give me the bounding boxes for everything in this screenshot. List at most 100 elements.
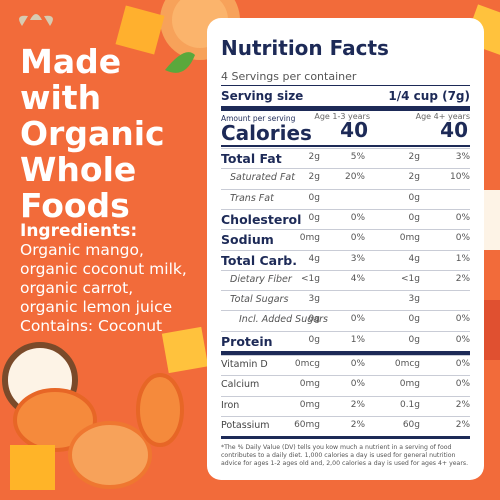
nutrient-name: Dietary Fiber [230,273,292,285]
serving-size: 1/4 cup (7g) [388,89,470,103]
headline-line: Made [20,42,122,81]
nutrient-value: 4g [408,253,420,264]
nutrient-row: Dietary Fiber <1g 4% <1g 2% [221,269,470,291]
nutrient-value: 0mg [299,233,320,244]
nutrient-value: 0% [350,233,365,244]
rule [221,85,470,86]
nutrient-value: 0% [455,334,470,345]
servings: 4 Servings per container [221,70,357,83]
nutrient-value: 60g [402,419,420,430]
headline-line: with [20,78,102,117]
nutrient-name: Iron [221,399,240,411]
nutrient-value: 10% [449,172,470,183]
nutrient-row: Iron 0mg 2% 0.1g 2% [221,395,470,417]
nutrient-value: 2g [308,152,320,162]
nutrient-value: 0mcg [394,359,420,369]
nutrient-value: 0% [350,314,365,325]
nutrient-value: 3% [455,152,470,162]
title: Nutrition Facts [221,36,389,60]
nutrient-value: 1% [455,253,470,264]
nutrient-row: Calcium 0mg 0% 0mg 0% [221,375,470,396]
nutrient-value: 0g [408,314,420,325]
nutrient-value: 0g [408,212,420,223]
nutrient-value: 0mg [299,399,320,410]
ingredient-line: organic carrot, [20,279,134,297]
ingredient-line: Organic mango, [20,241,144,259]
nutrient-name: Vitamin D [221,359,268,370]
nutrient-name: Saturated Fat [230,172,295,184]
nutrient-value: 3g [308,294,320,305]
nutrient-value: 0g [308,314,320,325]
nutrient-value: <1g [301,273,320,284]
nutrient-value: 3g [408,294,420,305]
nutrient-value: 1% [350,334,365,345]
nutrient-value: 0mcg [294,359,320,369]
nutrient-value: 20% [344,172,365,183]
nutrient-row: Total Carb. 4g 3% 4g 1% [221,249,470,271]
nutrient-value: 0% [350,379,365,390]
nutrient-value: 60mg [294,419,320,430]
age-group: Age 4+ years [415,112,470,121]
nutrient-value: 2% [455,399,470,410]
nutrient-name: Incl. Added Sugars [239,314,328,326]
nutrient-row: Total Sugars 3g 3g [221,290,470,311]
nutrient-name: Cholesterol [221,211,302,227]
nutrient-value: 0% [455,233,470,244]
nutrient-row: Saturated Fat 2g 20% 2g 10% [221,168,470,189]
nutrient-value: 2% [350,419,365,430]
ingredient-line: organic coconut milk, [20,260,187,278]
rule [221,106,470,111]
nutrient-row: Potassium 60mg 2% 60g 2% [221,415,470,437]
headline-line: Foods [20,186,130,225]
nutrient-value: 0g [308,212,320,223]
nutrient-value: 2g [408,152,420,162]
nutrient-value: 0.1g [399,399,420,410]
nutrient-row: Trans Fat 0g 0g [221,188,470,210]
age-group: Age 1-3 years [314,112,370,121]
nutrient-name: Total Sugars [230,294,289,306]
amount-per-serving: Amount per serving [221,114,296,123]
nutrient-value: 0% [455,359,470,369]
nutrient-value: 0% [455,314,470,325]
nutrient-value: 3% [350,253,365,264]
nutrient-name: Potassium [221,419,270,431]
nutrient-value: 2g [308,172,320,183]
contains: Contains: Coconut [20,317,163,335]
nutrient-value: 2% [455,273,470,284]
nutrient-value: <1g [401,273,420,284]
headline-line: Organic [20,114,165,153]
nutrient-value: 0g [308,192,320,203]
nutrient-row: Incl. Added Sugars 0g 0% 0g 0% [221,310,470,331]
rule [221,145,470,147]
headline-line: Whole [20,150,137,189]
nutrient-value: 2g [408,172,420,183]
footnote: *The % Daily Value (DV) tells you kow mu… [221,444,469,468]
nutrient-value: 0mg [299,379,320,390]
serving-size-label: Serving size [221,89,304,103]
nutrient-value: 0g [408,334,420,345]
nutrient-value: 0mg [399,379,420,390]
nutrient-row: Sodium 0mg 0% 0mg 0% [221,229,470,250]
rule [221,436,470,440]
calories: 40 [440,118,468,142]
nutrient-row: Total Fat 2g 5% 2g 3% [221,148,470,169]
calories: 40 [340,118,368,142]
nutrient-name: Trans Fat [230,192,274,204]
nutrient-name: Calcium [221,379,260,391]
nutrient-value: 0% [350,212,365,223]
nutrient-value: 0mg [399,233,420,244]
nutrient-name: Sodium [221,232,274,248]
nutrient-row: Vitamin D 0mcg 0% 0mcg 0% [221,355,470,376]
nutrient-name: Protein [221,333,273,349]
nutrient-value: 4% [350,273,365,284]
nutrient-name: Total Carb. [221,252,297,268]
nutrient-value: 0g [408,192,420,203]
nutrient-row: Protein 0g 1% 0g 0% [221,330,470,352]
ingredient-line: organic lemon juice [20,298,173,316]
nutrient-value: 2% [350,399,365,410]
nutrient-value: 0% [350,359,365,369]
nutrient-name: Total Fat [221,151,282,166]
nutrient-value: 0% [455,379,470,390]
